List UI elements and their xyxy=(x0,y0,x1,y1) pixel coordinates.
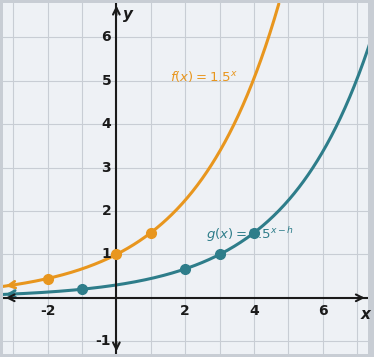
Text: 2: 2 xyxy=(101,204,111,218)
Text: $g(x) = 1.5^{x-h}$: $g(x) = 1.5^{x-h}$ xyxy=(206,225,294,244)
Text: -2: -2 xyxy=(40,304,55,318)
Text: y: y xyxy=(123,7,132,22)
Text: 1: 1 xyxy=(101,247,111,261)
Text: -1: -1 xyxy=(96,334,111,348)
Text: x: x xyxy=(361,307,371,322)
Text: 5: 5 xyxy=(101,74,111,88)
Text: 6: 6 xyxy=(318,304,328,318)
Text: $f(x) = 1.5^x$: $f(x) = 1.5^x$ xyxy=(170,69,237,84)
Text: 2: 2 xyxy=(180,304,190,318)
Text: 3: 3 xyxy=(102,161,111,175)
Text: 6: 6 xyxy=(102,30,111,45)
Text: 4: 4 xyxy=(249,304,259,318)
Text: 4: 4 xyxy=(101,117,111,131)
